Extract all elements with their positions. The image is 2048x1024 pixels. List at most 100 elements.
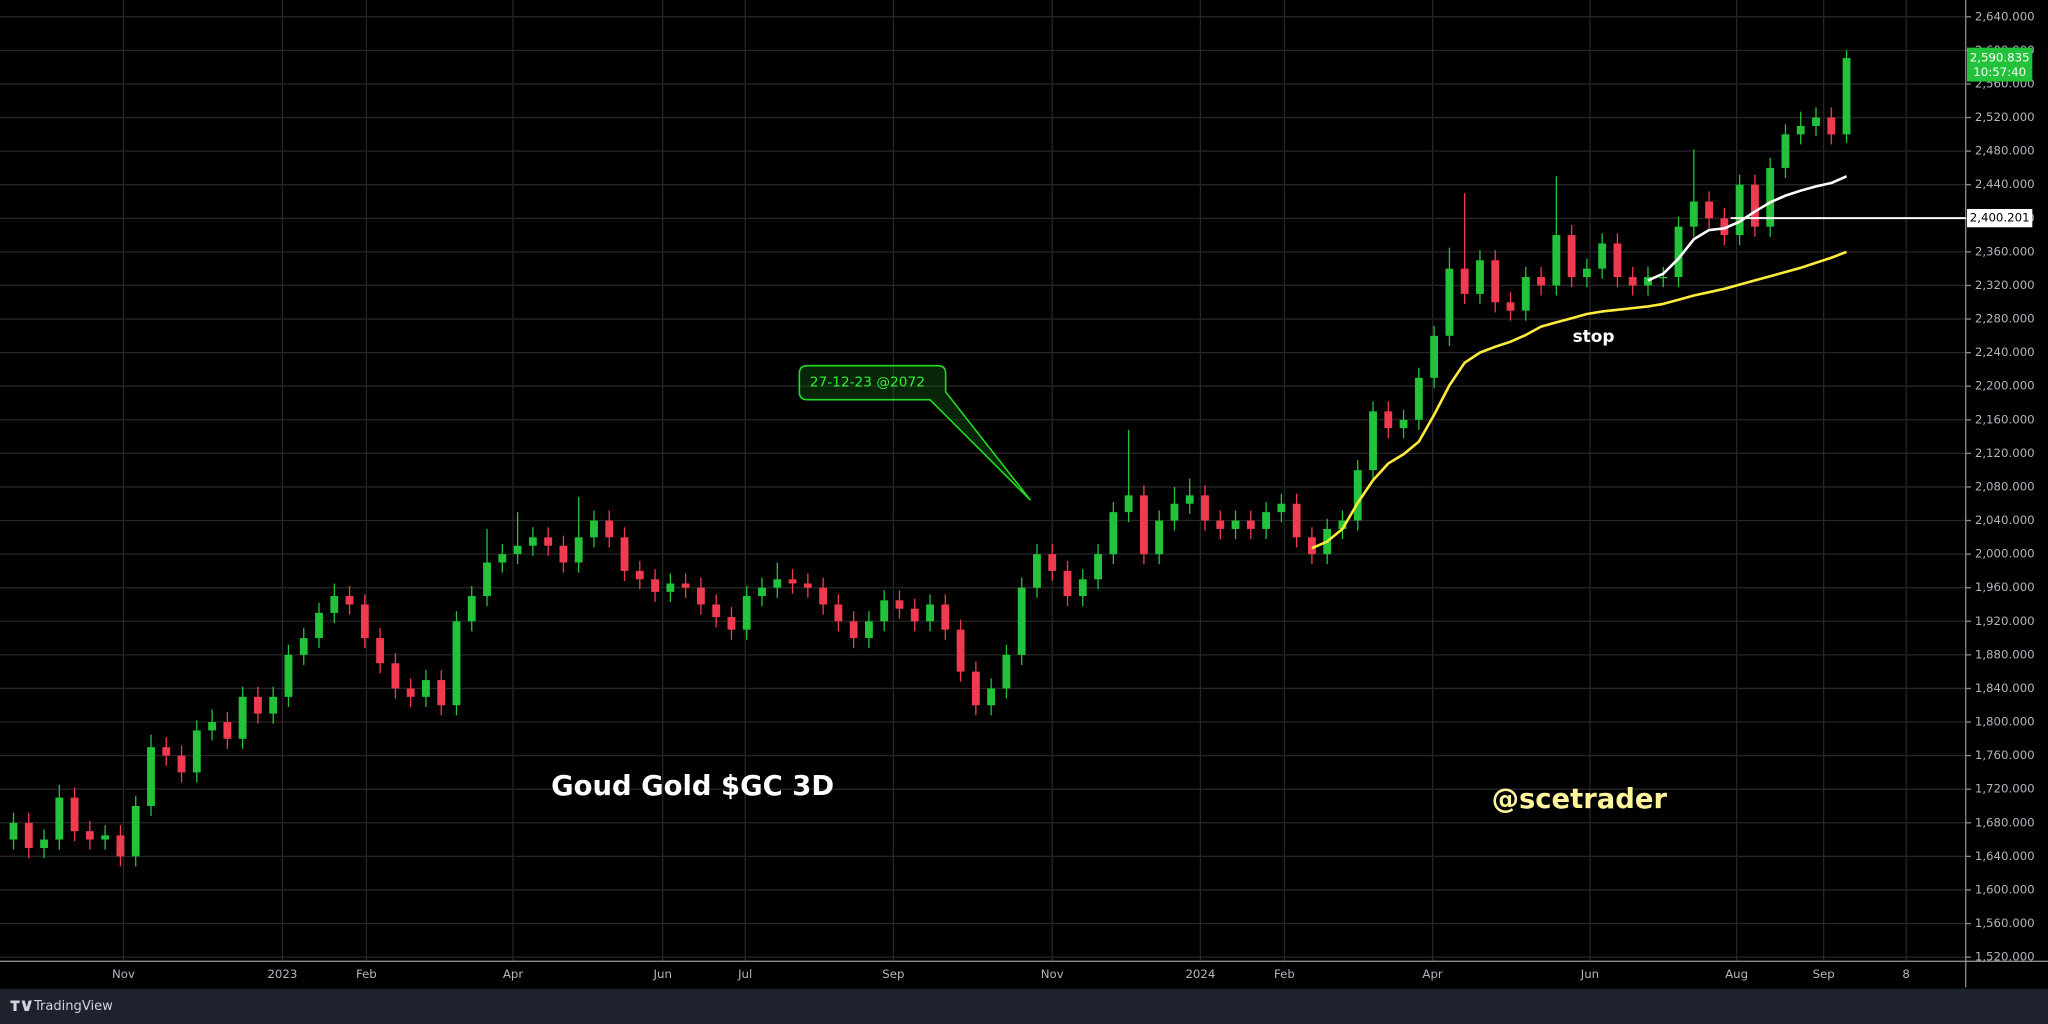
hline-label: 2,400.201: [1970, 211, 2030, 225]
candle-body: [1170, 503, 1179, 521]
y-tick-label: 2,320.000: [1975, 278, 2035, 292]
candle-body: [131, 805, 140, 857]
candle-body: [360, 604, 369, 639]
y-tick-label: 2,000.000: [1975, 547, 2035, 561]
candle-body: [1689, 201, 1698, 227]
candle-body: [467, 596, 476, 622]
x-tick-label: 2023: [267, 967, 297, 981]
candle-body: [85, 831, 94, 840]
y-tick-label: 2,280.000: [1975, 312, 2035, 326]
candle-body: [1460, 268, 1469, 294]
candle-body: [681, 583, 690, 588]
y-tick-label: 2,040.000: [1975, 513, 2035, 527]
hline-label-box: [1967, 208, 2033, 228]
candle-body: [1628, 277, 1637, 286]
y-tick-label: 1,800.000: [1975, 715, 2035, 729]
candle-body: [1674, 226, 1683, 278]
candle-body: [849, 621, 858, 639]
candle-body: [1094, 554, 1102, 580]
x-tick-label: Feb: [1274, 967, 1295, 981]
candle-body: [9, 822, 18, 840]
candle-body: [651, 579, 659, 592]
y-tick-label: 1,880.000: [1975, 647, 2035, 661]
y-tick-label: 2,160.000: [1975, 412, 2035, 426]
y-tick-label: 2,440.000: [1975, 177, 2035, 191]
candle-body: [1552, 235, 1561, 286]
candle-body: [1308, 537, 1316, 555]
x-tick-label: Jun: [1580, 967, 1599, 981]
candle-body: [1338, 520, 1347, 529]
candle-body: [452, 621, 461, 706]
candle-body: [1384, 411, 1393, 429]
brand-logo: TradingView: [10, 999, 113, 1014]
candle-body: [1369, 411, 1377, 471]
candle-body: [1582, 268, 1591, 278]
candle-body: [40, 839, 48, 848]
candle-body: [253, 696, 262, 714]
candle-body: [513, 545, 522, 555]
candle-body: [1353, 470, 1362, 521]
callout: 27-12-23 @2072: [798, 364, 1032, 501]
candle-body: [1399, 419, 1408, 429]
candle-body: [1537, 277, 1545, 286]
candle-body: [1598, 243, 1607, 269]
y-tick-label: 1,680.000: [1975, 815, 2035, 829]
candle-body: [1063, 570, 1072, 597]
candle-body: [574, 537, 583, 563]
candle-body: [1002, 654, 1011, 689]
candle-body: [803, 583, 812, 588]
candle-body: [758, 587, 766, 597]
candle-body: [376, 638, 385, 664]
x-tick-label: Feb: [356, 967, 377, 981]
y-tick-label: 1,960.000: [1975, 580, 2035, 594]
candle-body: [1246, 520, 1255, 529]
candle-body: [330, 596, 339, 613]
y-tick-label: 2,480.000: [1975, 144, 2035, 158]
candle-body: [1644, 277, 1652, 286]
candle-body: [1414, 377, 1423, 420]
candle-body: [528, 537, 537, 546]
x-tick-label: Sep: [1813, 967, 1835, 981]
candle-body: [1201, 495, 1209, 521]
candle-body: [712, 604, 721, 618]
candle-body: [1109, 512, 1118, 555]
candle-body: [1659, 277, 1668, 279]
candle-body: [1185, 495, 1194, 504]
candle-body: [1033, 554, 1041, 588]
candle-body: [1139, 495, 1148, 555]
candle-body: [315, 612, 323, 639]
candle-body: [696, 587, 705, 605]
candle-body: [1491, 260, 1500, 303]
candle-body: [666, 583, 675, 592]
candle-body: [1827, 117, 1836, 135]
last-price-label: 2,590.835: [1970, 51, 2030, 65]
candle-body: [1078, 579, 1087, 597]
y-tick-label: 2,240.000: [1975, 345, 2035, 359]
candle-body: [834, 604, 843, 622]
y-tick-label: 2,200.000: [1975, 379, 2035, 393]
candle-body: [773, 579, 782, 588]
candle-body: [1155, 520, 1164, 555]
candle-body: [1796, 125, 1805, 135]
candle-body: [1842, 58, 1851, 135]
candle-body: [437, 680, 446, 706]
x-tick-label: Nov: [112, 967, 135, 981]
candle-body: [635, 570, 644, 580]
candle-body: [788, 579, 797, 584]
candle-body: [544, 537, 553, 546]
candle-body: [1567, 235, 1576, 278]
candle-body: [895, 600, 904, 609]
candle-body: [1812, 117, 1820, 126]
candle-body: [590, 520, 598, 538]
y-tick-label: 1,920.000: [1975, 614, 2035, 628]
candle-body: [1521, 277, 1530, 311]
x-tick-label: Apr: [503, 967, 523, 981]
candles: [9, 50, 1851, 867]
x-tick-label: 2024: [1185, 967, 1215, 981]
candle-body: [223, 722, 232, 739]
candle-body: [177, 755, 186, 773]
y-tick-label: 1,560.000: [1975, 916, 2035, 930]
last-price-box: [1967, 47, 2033, 82]
candle-body: [1781, 134, 1790, 168]
